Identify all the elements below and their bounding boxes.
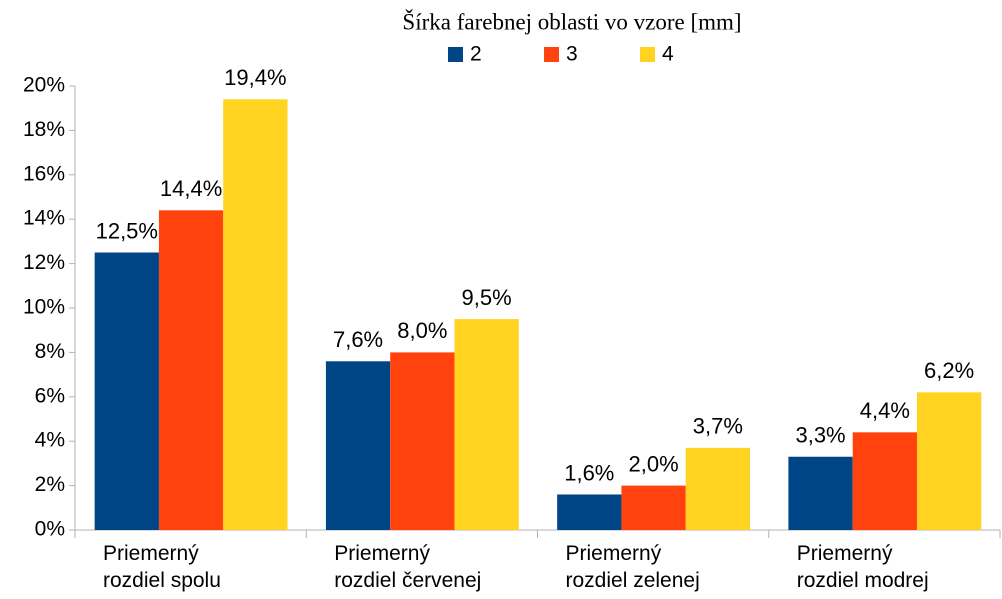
y-tick-label: 16%	[23, 162, 65, 185]
bar	[94, 252, 159, 530]
data-label: 6,2%	[924, 358, 974, 383]
y-tick-label: 8%	[35, 340, 65, 363]
x-tick-label: Priemerný rozdiel zelenej	[565, 542, 700, 592]
legend-label: 2	[470, 43, 482, 66]
x-tick-label: Priemerný rozdiel spolu	[103, 542, 221, 592]
data-label: 19,4%	[224, 65, 286, 90]
data-label: 14,4%	[160, 176, 222, 201]
bar	[158, 210, 224, 530]
y-tick-label: 2%	[35, 473, 65, 496]
legend-swatch	[448, 47, 463, 62]
bar	[454, 319, 519, 530]
bar	[788, 456, 853, 530]
bar	[223, 99, 288, 530]
bar	[557, 494, 622, 530]
legend-title: Šírka farebnej oblasti vo vzore [mm]	[402, 8, 741, 34]
data-label: 12,5%	[96, 218, 158, 243]
y-tick-label: 10%	[23, 296, 65, 319]
data-label: 1,6%	[564, 460, 614, 485]
y-tick-label: 20%	[23, 74, 65, 97]
data-label: 4,4%	[860, 398, 910, 423]
y-tick-label: 18%	[23, 118, 65, 141]
x-tick-label: Priemerný rozdiel modrej	[796, 542, 929, 592]
data-label: 7,6%	[333, 327, 383, 352]
legend-swatch	[640, 47, 655, 62]
data-label: 3,3%	[795, 423, 845, 448]
bar	[325, 361, 391, 530]
y-tick-label: 12%	[23, 251, 65, 274]
legend-label: 4	[662, 43, 674, 66]
bar	[852, 432, 917, 530]
y-tick-label: 0%	[35, 518, 65, 541]
x-tick-label: Priemerný rozdiel červenej	[334, 542, 482, 592]
y-tick-label: 4%	[35, 429, 65, 452]
bar	[390, 352, 455, 530]
data-label: 8,0%	[397, 318, 447, 343]
bar	[621, 485, 686, 530]
y-tick-label: 14%	[23, 207, 65, 230]
bar	[916, 392, 982, 530]
data-label: 2,0%	[629, 451, 679, 476]
legend-label: 3	[566, 43, 578, 66]
data-label: 9,5%	[462, 285, 512, 310]
bar	[685, 447, 751, 530]
y-tick-label: 6%	[35, 384, 65, 407]
legend-swatch	[544, 47, 559, 62]
data-label: 3,7%	[693, 414, 743, 439]
